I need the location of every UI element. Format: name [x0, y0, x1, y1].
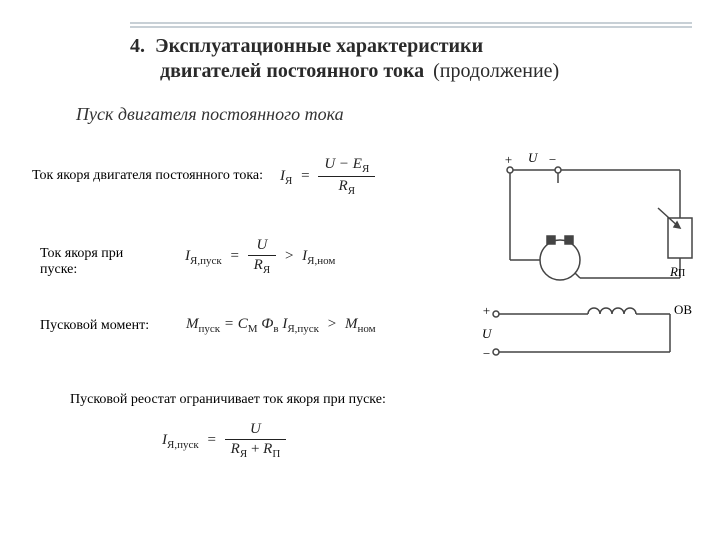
header-rule [0, 22, 720, 26]
title-line1: Эксплуатационные характеристики [155, 35, 483, 57]
label-armature-current: Ток якоря двигателя постоянного тока: [32, 168, 263, 184]
field-minus-icon: − [482, 346, 491, 362]
label-Rp: RП [670, 264, 685, 280]
label-OV: ОВ [674, 302, 692, 318]
circuit-diagram-field: + U − ОВ [480, 300, 700, 370]
label-starting-current: Ток якоря при пуске: [40, 246, 150, 278]
label-U: U [528, 150, 537, 166]
formula-armature-current: IЯ = U − EЯ RЯ [280, 155, 375, 198]
formula-starting-torque: Mпуск = CМ Фв IЯ,пуск > Mном [186, 316, 376, 335]
label-U-field: U [482, 326, 491, 342]
title-line2: двигателей постоянного тока [160, 60, 424, 82]
field-plus-icon: + [482, 303, 491, 319]
formula-starting-current: IЯ,пуск = U RЯ > IЯ,ном [185, 236, 335, 277]
label-rheostat: Пусковой реостат ограничивает ток якоря … [70, 392, 386, 408]
formula-rheostat-current: IЯ,пуск = U RЯ + RП [162, 420, 286, 461]
circuit-diagram-armature: + U − RП [480, 148, 700, 298]
label-starting-torque: Пусковой момент: [40, 318, 149, 334]
node-plus-icon: + [504, 152, 513, 168]
title-continuation: (продолжение) [433, 60, 559, 82]
section-subtitle: Пуск двигателя постоянного тока [76, 104, 344, 125]
node-minus-icon: − [548, 152, 557, 168]
page-title: 4. Эксплуатационные характеристики двига… [130, 34, 692, 84]
title-number: 4. [130, 35, 145, 57]
